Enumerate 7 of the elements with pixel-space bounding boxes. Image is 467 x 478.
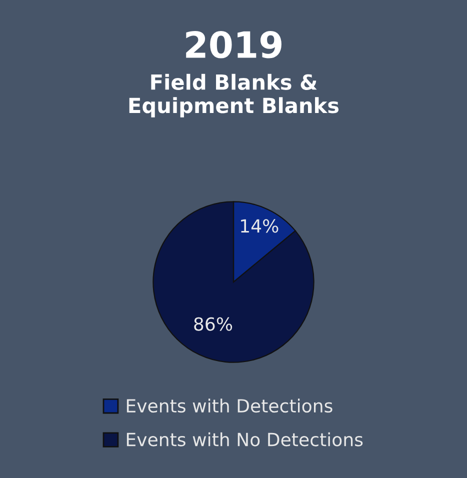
legend-label: Events with No Detections <box>126 432 363 446</box>
chart-title: 2019 <box>186 30 282 58</box>
legend-label: Events with Detections <box>126 398 332 413</box>
data-label: 86% <box>194 317 232 331</box>
chart-subtitle: Field Blanks & Equipment Blanks <box>129 74 339 118</box>
data-label: 14% <box>241 219 278 233</box>
pie-slice <box>152 201 314 363</box>
